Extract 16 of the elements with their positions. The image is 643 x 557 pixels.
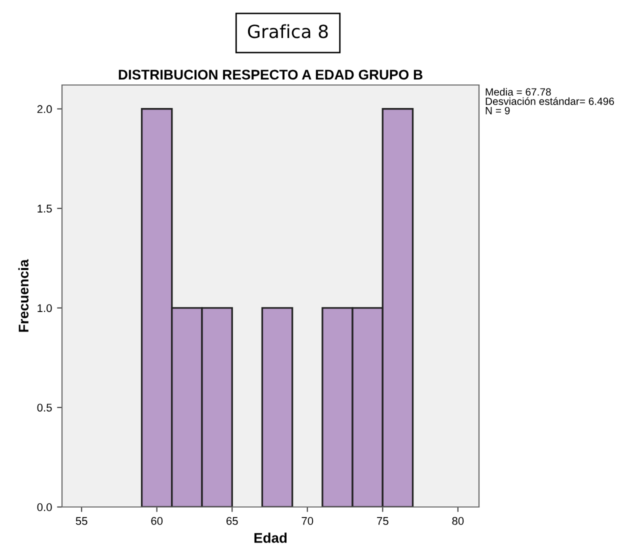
x-axis-title: Edad — [254, 532, 287, 543]
text: Media = 67.78 Desviación estándar= 6.496 N = 9 — [486, 88, 614, 114]
chart-title: Grafica 8 — [248, 24, 328, 38]
y-axis-title: Frecuencia — [18, 259, 29, 332]
x-tick-label: 65 — [226, 517, 238, 525]
x-tick-label: 80 — [452, 517, 464, 525]
x-tick-label: 60 — [151, 517, 163, 525]
x-tick-label: 70 — [302, 517, 314, 525]
chart-subtitle: DISTRIBUCION RESPECTO A EDAD GRUPO B — [118, 70, 422, 80]
x-tick-label: 55 — [76, 517, 88, 525]
y-tick-label: 0.0 — [37, 503, 52, 512]
y-tick-label: 1.5 — [38, 204, 52, 213]
x-tick-label: 75 — [377, 517, 388, 525]
y-tick-label: 1.0 — [38, 304, 52, 312]
y-tick-label: 0.5 — [37, 404, 52, 412]
y-tick-label: 2.0 — [37, 105, 52, 114]
